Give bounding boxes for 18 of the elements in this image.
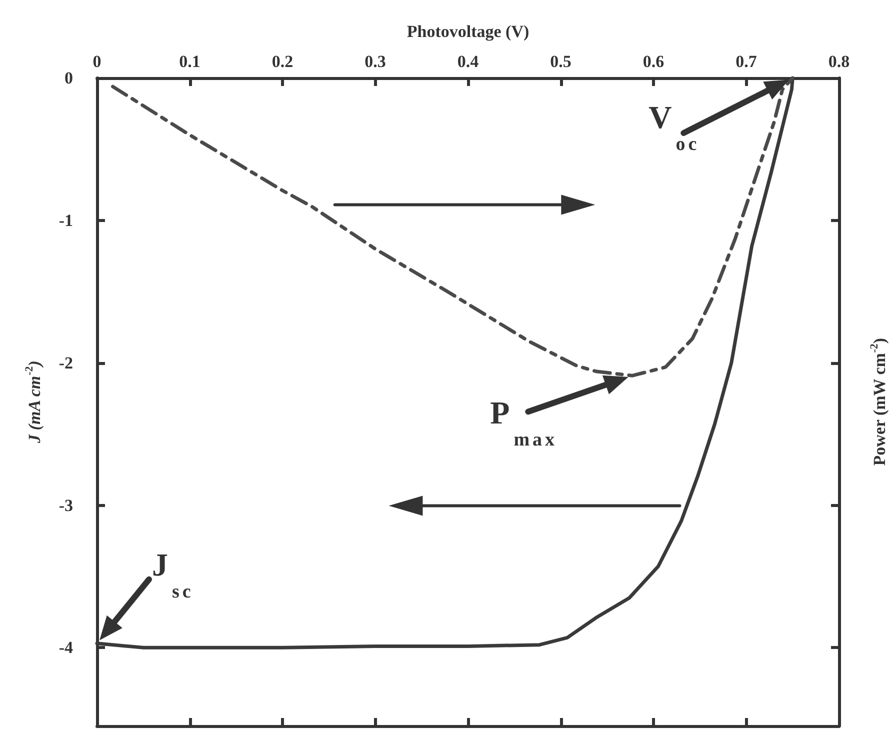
x-tick-label: 0.6: [642, 52, 664, 71]
line-series: [111, 76, 794, 378]
x-tick-label: 0.5: [550, 52, 572, 71]
y-tick-label: -3: [58, 496, 73, 515]
x-tick-label: 0.3: [364, 52, 386, 71]
y-tick-label: -2: [58, 353, 73, 372]
y-tick-label: -1: [58, 210, 73, 230]
y-axis-title: J (mA cm-2): [24, 360, 44, 444]
x-tick-label: 0.2: [272, 52, 294, 71]
x-axis-title: Photovoltage (V): [406, 22, 530, 41]
y-tick-label: 0: [64, 68, 73, 88]
y-tick-label: -4: [58, 638, 74, 658]
x-tick-label: 0.8: [828, 52, 850, 71]
x-tick-label: 0.1: [179, 52, 200, 71]
x-tick-label: 0.4: [457, 52, 480, 71]
x-tick-label: 0.7: [736, 52, 758, 71]
y2-axis-title: Power (mW cm-2): [868, 338, 889, 466]
x-tick-label: 0: [92, 52, 102, 71]
